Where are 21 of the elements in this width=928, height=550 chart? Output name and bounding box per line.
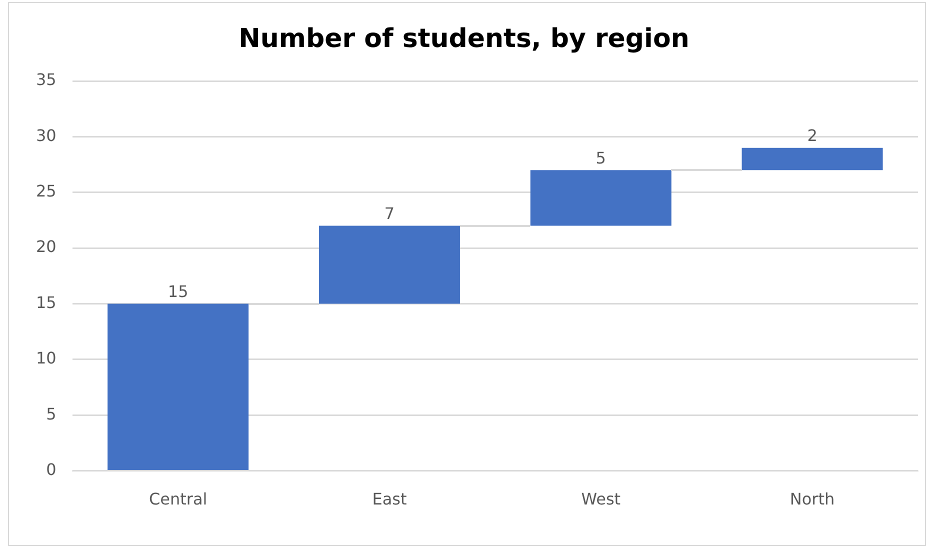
bar xyxy=(108,304,249,470)
y-tick-label: 25 xyxy=(36,182,56,201)
y-tick-label: 5 xyxy=(46,404,56,424)
bar xyxy=(530,170,672,226)
y-tick-label: 15 xyxy=(36,292,56,312)
data-label: 7 xyxy=(384,204,395,223)
y-tick-label: 0 xyxy=(46,460,56,479)
x-tick-label: East xyxy=(372,490,407,509)
y-tick-label: 10 xyxy=(36,348,56,368)
y-tick-label: 30 xyxy=(36,126,56,145)
x-tick-label: Central xyxy=(148,490,208,509)
data-label: 2 xyxy=(807,126,818,145)
data-label: 5 xyxy=(596,148,606,168)
bar xyxy=(318,226,460,304)
chart-title: Number of students, by region xyxy=(238,24,690,54)
x-tick-label: North xyxy=(790,490,835,509)
y-tick-label: 20 xyxy=(36,237,56,256)
data-label: 15 xyxy=(168,282,188,301)
bar xyxy=(742,148,883,170)
x-tick-label: West xyxy=(581,490,621,509)
y-tick-label: 35 xyxy=(36,70,56,90)
